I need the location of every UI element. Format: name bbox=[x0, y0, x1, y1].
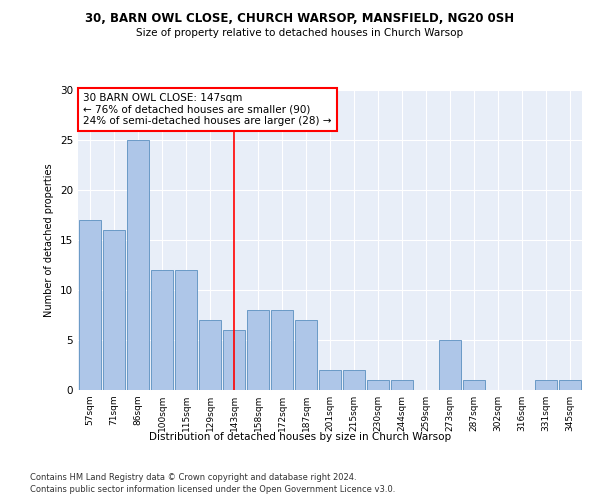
Bar bbox=[103, 230, 125, 390]
Bar bbox=[295, 320, 317, 390]
Bar bbox=[199, 320, 221, 390]
Bar bbox=[175, 270, 197, 390]
Bar bbox=[79, 220, 101, 390]
Bar bbox=[535, 380, 557, 390]
Bar bbox=[391, 380, 413, 390]
Bar bbox=[319, 370, 341, 390]
Bar bbox=[151, 270, 173, 390]
Bar bbox=[463, 380, 485, 390]
Text: Size of property relative to detached houses in Church Warsop: Size of property relative to detached ho… bbox=[136, 28, 464, 38]
Bar bbox=[247, 310, 269, 390]
Text: Distribution of detached houses by size in Church Warsop: Distribution of detached houses by size … bbox=[149, 432, 451, 442]
Bar bbox=[559, 380, 581, 390]
Bar bbox=[343, 370, 365, 390]
Bar bbox=[127, 140, 149, 390]
Text: Contains HM Land Registry data © Crown copyright and database right 2024.: Contains HM Land Registry data © Crown c… bbox=[30, 472, 356, 482]
Bar bbox=[367, 380, 389, 390]
Bar bbox=[223, 330, 245, 390]
Text: 30 BARN OWL CLOSE: 147sqm
← 76% of detached houses are smaller (90)
24% of semi-: 30 BARN OWL CLOSE: 147sqm ← 76% of detac… bbox=[83, 93, 332, 126]
Text: 30, BARN OWL CLOSE, CHURCH WARSOP, MANSFIELD, NG20 0SH: 30, BARN OWL CLOSE, CHURCH WARSOP, MANSF… bbox=[85, 12, 515, 26]
Y-axis label: Number of detached properties: Number of detached properties bbox=[44, 163, 55, 317]
Bar bbox=[271, 310, 293, 390]
Bar bbox=[439, 340, 461, 390]
Text: Contains public sector information licensed under the Open Government Licence v3: Contains public sector information licen… bbox=[30, 485, 395, 494]
